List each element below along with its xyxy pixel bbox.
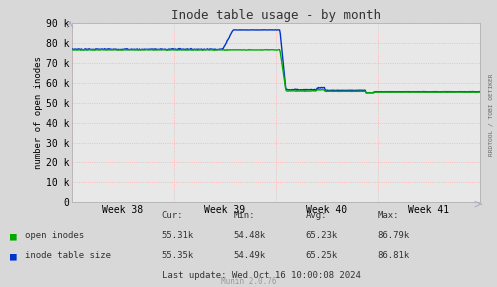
Text: 65.25k: 65.25k [306, 251, 338, 260]
Text: inode table size: inode table size [25, 251, 111, 260]
Text: ■: ■ [10, 251, 17, 261]
Text: Cur:: Cur: [162, 211, 183, 220]
Text: 54.49k: 54.49k [234, 251, 266, 260]
Text: 55.31k: 55.31k [162, 231, 194, 240]
Text: Avg:: Avg: [306, 211, 327, 220]
Text: open inodes: open inodes [25, 231, 84, 240]
Text: 65.23k: 65.23k [306, 231, 338, 240]
Text: 55.35k: 55.35k [162, 251, 194, 260]
Text: 86.81k: 86.81k [378, 251, 410, 260]
Y-axis label: number of open inodes: number of open inodes [34, 56, 43, 169]
Text: 54.48k: 54.48k [234, 231, 266, 240]
Text: Min:: Min: [234, 211, 255, 220]
Text: RRDTOOL / TOBI OETIKER: RRDTOOL / TOBI OETIKER [489, 73, 494, 156]
Text: Munin 2.0.76: Munin 2.0.76 [221, 277, 276, 286]
Text: Max:: Max: [378, 211, 399, 220]
Text: Last update: Wed Oct 16 10:00:08 2024: Last update: Wed Oct 16 10:00:08 2024 [162, 271, 360, 280]
Text: 86.79k: 86.79k [378, 231, 410, 240]
Text: ■: ■ [10, 231, 17, 241]
Title: Inode table usage - by month: Inode table usage - by month [171, 9, 381, 22]
